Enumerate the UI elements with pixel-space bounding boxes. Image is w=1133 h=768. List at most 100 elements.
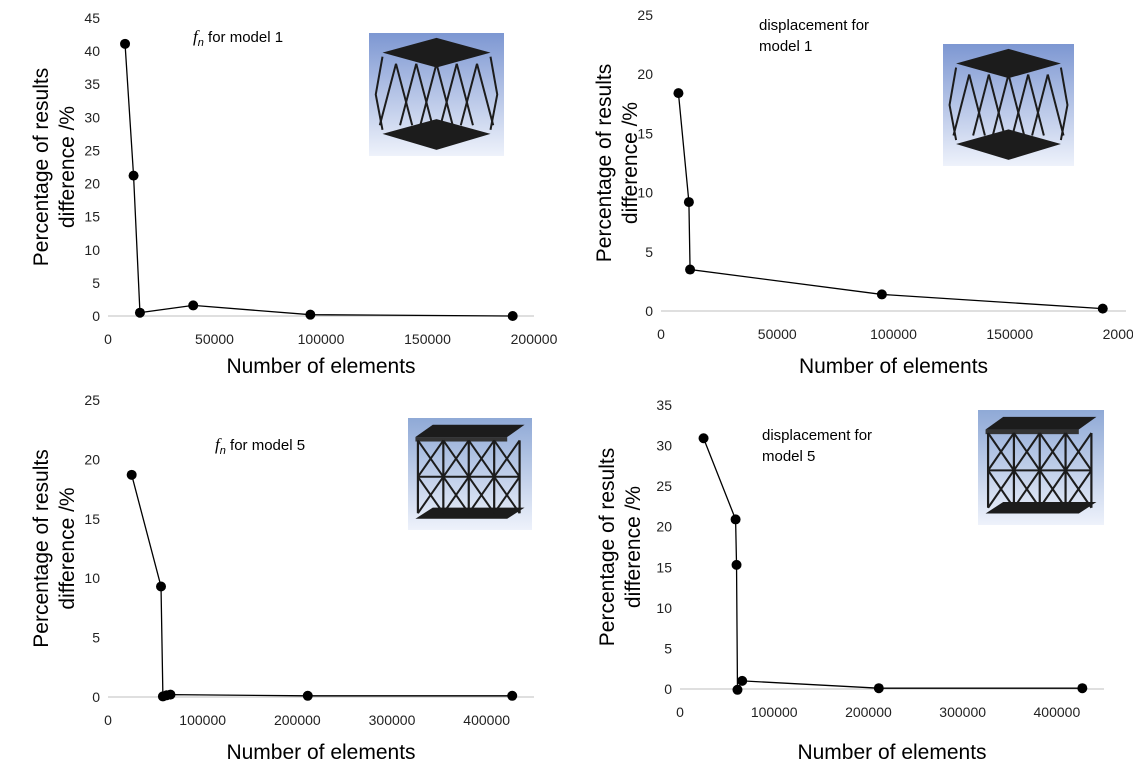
chart-fn-model-1: 0 5 10 15 20 25 30 35 40 45 0 50000 100000 150000 2000… — [30, 10, 558, 378]
data-point — [302, 690, 313, 701]
annotation-label: fn for model 5 — [215, 435, 305, 457]
data-point — [134, 307, 145, 318]
data-point — [731, 559, 742, 570]
x-tick-label: 0 — [104, 331, 112, 347]
x-tick-label: 300000 — [939, 704, 986, 720]
y-tick-label: 10 — [84, 570, 100, 586]
data-point — [673, 88, 684, 99]
data-point — [156, 581, 167, 592]
data-point — [128, 170, 139, 181]
y-tick-label: 45 — [84, 10, 100, 26]
y-tick-label: 25 — [84, 392, 100, 408]
x-tick-label: 400000 — [463, 712, 510, 728]
data-point — [732, 684, 743, 695]
data-point — [507, 690, 518, 701]
y-axis-label-line: Percentage of results — [593, 64, 616, 262]
x-tick-label: 150000 — [986, 326, 1033, 342]
annotation-symbol: f — [193, 27, 200, 46]
y-axis-label-line: Percentage of results — [30, 68, 53, 266]
x-tick-label: 100000 — [179, 712, 226, 728]
series-line — [124, 43, 513, 317]
data-point — [730, 514, 741, 525]
annotation-label: model 5 — [762, 448, 815, 465]
annotation-subscript: n — [220, 445, 226, 457]
data-point — [698, 433, 709, 444]
annotation-text: for model 5 — [226, 437, 305, 454]
y-tick-label: 20 — [84, 176, 100, 192]
x-tick-label: 50000 — [195, 331, 234, 347]
annotation-text: for model 1 — [204, 29, 283, 46]
x-tick-label: 200000 — [1103, 326, 1133, 342]
y-axis-label-line: Percentage of results — [30, 449, 53, 647]
x-tick-label: 0 — [104, 712, 112, 728]
lattice-model-inset — [943, 44, 1074, 166]
data-point — [1077, 683, 1088, 694]
y-tick-label: 10 — [637, 185, 653, 201]
x-tick-label: 200000 — [274, 712, 321, 728]
annotation-label: model 1 — [759, 38, 812, 55]
y-tick-label: 35 — [84, 76, 100, 92]
y-axis-label-line: difference /% — [619, 102, 642, 224]
y-tick-label: 35 — [656, 397, 672, 413]
data-point — [685, 264, 696, 275]
y-tick-label: 30 — [84, 109, 100, 125]
data-point — [876, 289, 887, 300]
x-tick-label: 400000 — [1034, 704, 1081, 720]
y-axis-label: Percentage of results difference /% — [30, 449, 79, 647]
y-tick-label: 25 — [656, 478, 672, 494]
y-tick-label: 0 — [664, 681, 672, 697]
x-tick-label: 150000 — [404, 331, 451, 347]
annotation-label: displacement for — [762, 427, 872, 444]
data-point — [126, 469, 137, 480]
x-axis-label: Number of elements — [799, 355, 988, 378]
chart-displacement-model-5: 0 5 10 15 20 25 30 35 0 100000 200000 300000 400000 N… — [596, 397, 1104, 764]
y-tick-label: 20 — [84, 451, 100, 467]
data-point — [305, 309, 316, 320]
y-tick-label: 0 — [92, 689, 100, 705]
annotation-subscript: n — [198, 37, 204, 49]
x-tick-label: 200000 — [511, 331, 558, 347]
lattice-model-inset — [369, 33, 504, 156]
x-tick-label: 300000 — [369, 712, 416, 728]
y-tick-label: 10 — [656, 600, 672, 616]
lattice-model-inset — [408, 418, 532, 530]
y-axis-label-line: difference /% — [622, 486, 645, 608]
y-tick-label: 5 — [92, 275, 100, 291]
y-tick-label: 0 — [645, 303, 653, 319]
y-tick-label: 25 — [637, 7, 653, 23]
annotation-label: fn for model 1 — [193, 27, 283, 49]
data-point — [120, 38, 131, 49]
x-tick-label: 0 — [676, 704, 684, 720]
x-tick-label: 200000 — [845, 704, 892, 720]
y-tick-label: 5 — [645, 244, 653, 260]
y-tick-label: 10 — [84, 242, 100, 258]
y-tick-label: 5 — [92, 630, 100, 646]
annotation-label: displacement for — [759, 17, 869, 34]
data-point — [507, 311, 518, 321]
x-axis-label: Number of elements — [797, 741, 986, 764]
y-tick-label: 15 — [656, 559, 672, 575]
data-point — [188, 300, 199, 311]
y-tick-label: 25 — [84, 142, 100, 158]
data-point — [873, 683, 884, 694]
y-tick-label: 20 — [637, 66, 653, 82]
y-axis-label-line: difference /% — [56, 106, 79, 228]
x-tick-label: 50000 — [758, 326, 797, 342]
y-axis-label: Percentage of results difference /% — [30, 68, 79, 266]
x-axis-label: Number of elements — [226, 741, 415, 764]
chart-displacement-model-1: 0 5 10 15 20 25 0 50000 100000 150000 200000 Number… — [593, 7, 1133, 378]
data-point — [737, 675, 748, 686]
y-tick-label: 40 — [84, 43, 100, 59]
y-axis-label: Percentage of results difference /% — [593, 64, 642, 262]
x-tick-label: 100000 — [298, 331, 345, 347]
y-axis-label-line: difference /% — [56, 487, 79, 609]
y-tick-label: 15 — [84, 209, 100, 225]
y-tick-label: 20 — [656, 519, 672, 535]
y-tick-label: 15 — [637, 125, 653, 141]
y-axis-label-line: Percentage of results — [596, 448, 619, 646]
y-tick-label: 5 — [664, 640, 672, 656]
annotation-symbol: f — [215, 435, 222, 454]
x-axis-label: Number of elements — [226, 355, 415, 378]
chart-fn-model-5: 0 5 10 15 20 25 0 100000 200000 300000 400000 Numbe… — [30, 392, 534, 764]
lattice-model-inset — [978, 410, 1104, 525]
